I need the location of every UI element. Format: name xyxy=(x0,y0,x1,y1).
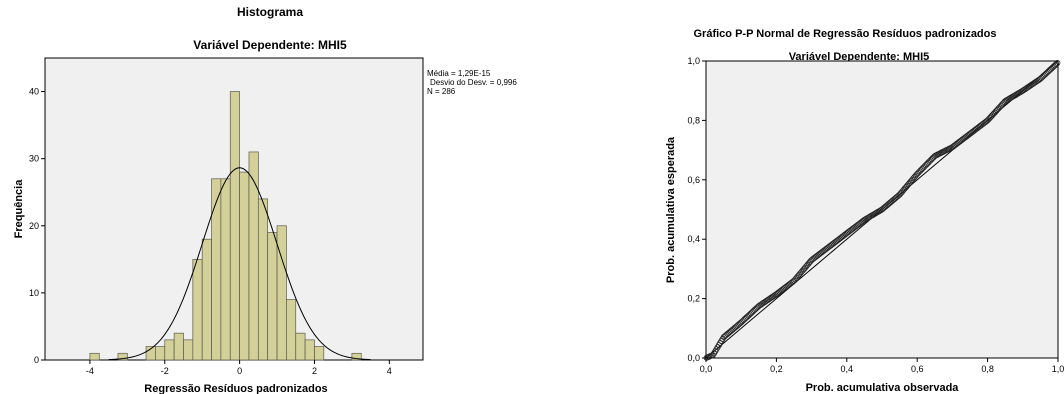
histogram-bar xyxy=(304,339,315,361)
pp-subtitle: Variável Dependente: MHI5 xyxy=(789,51,930,63)
pp-x-label: Prob. acumulativa observada xyxy=(806,382,960,394)
y-tick-label: 0 xyxy=(34,355,39,365)
x-tick-label: -4 xyxy=(86,366,94,376)
histogram-bar xyxy=(229,91,240,361)
pp-x-tick-label: 0,4 xyxy=(841,364,854,374)
pp-y-tick-label: 0,4 xyxy=(687,234,700,244)
histogram-bar xyxy=(117,352,128,361)
histogram-bar xyxy=(351,352,362,361)
histogram-bar xyxy=(276,225,287,361)
histogram-y-label: Frequência xyxy=(13,179,25,239)
legend-n: N = 286 xyxy=(427,87,456,96)
pp-y-label: Prob. acumulativa esperada xyxy=(665,136,677,283)
histogram-subtitle: Variável Dependente: MHI5 xyxy=(193,38,347,52)
pp-y-ticks: 0,0 0,2 0,4 0,6 0,8 1,0 xyxy=(687,56,706,363)
pp-y-tick-label: 1,0 xyxy=(687,56,700,66)
x-tick-label: 0 xyxy=(237,366,242,376)
pp-y-tick-label: 0,0 xyxy=(687,353,700,363)
histogram-bar xyxy=(164,339,175,361)
histogram-bar xyxy=(248,151,259,361)
pp-y-tick-label: 0,8 xyxy=(687,115,700,125)
x-tick-label: 2 xyxy=(312,366,317,376)
pp-x-tick-label: 1,0 xyxy=(1052,364,1064,374)
pp-points xyxy=(703,60,1061,361)
pp-y-tick-label: 0,6 xyxy=(687,175,700,185)
histogram-y-ticks: 0 10 20 30 40 xyxy=(29,87,45,365)
histogram-title: Histograma xyxy=(237,5,303,19)
histogram-bar xyxy=(201,238,212,361)
histogram-bar xyxy=(239,171,250,361)
y-tick-label: 20 xyxy=(29,221,39,231)
histogram-bars xyxy=(89,91,362,361)
histogram-bar xyxy=(314,346,325,361)
histogram-bar xyxy=(286,299,297,361)
histogram-bar xyxy=(295,332,306,361)
histogram-bar xyxy=(173,332,184,361)
pp-title: Gráfico P-P Normal de Regressão Resíduos… xyxy=(694,28,997,40)
y-tick-label: 10 xyxy=(29,288,39,298)
pp-point xyxy=(1053,61,1060,68)
y-tick-label: 40 xyxy=(29,87,39,97)
pp-x-tick-label: 0,0 xyxy=(700,364,713,374)
pp-x-tick-label: 0,6 xyxy=(911,364,924,374)
pp-x-ticks: 0,0 0,2 0,4 0,6 0,8 1,0 xyxy=(700,358,1064,374)
x-tick-label: -2 xyxy=(161,366,169,376)
histogram-bar xyxy=(267,232,278,361)
legend-sd: Desvio do Desv. = 0,996 xyxy=(430,78,517,87)
y-tick-label: 30 xyxy=(29,154,39,164)
pp-point xyxy=(1054,60,1061,67)
histogram-bar xyxy=(257,198,269,361)
histogram-x-ticks: -4 -2 0 2 4 xyxy=(86,360,392,376)
pp-y-tick-label: 0,2 xyxy=(687,294,700,304)
normal-curve xyxy=(108,167,371,361)
pp-plot-chart: Gráfico P-P Normal de Regressão Resíduos… xyxy=(665,28,1064,394)
legend-mean: Média = 1,29E-15 xyxy=(427,69,491,78)
histogram-x-label: Regressão Resíduos padronizados xyxy=(144,383,327,394)
pp-x-tick-label: 0,2 xyxy=(770,364,783,374)
x-tick-label: 4 xyxy=(387,366,392,376)
histogram-bar xyxy=(183,339,194,361)
histogram-bar xyxy=(155,346,166,361)
histogram-bar xyxy=(220,178,231,361)
histogram-chart: Histograma Variável Dependente: MHI5 -4-… xyxy=(13,5,517,394)
histogram-bar xyxy=(211,178,222,361)
histogram-legend: Média = 1,29E-15 Desvio do Desv. = 0,996… xyxy=(427,69,517,96)
pp-x-tick-label: 0,8 xyxy=(981,364,994,374)
histogram-bar xyxy=(192,258,203,361)
histogram-bar xyxy=(89,352,100,361)
